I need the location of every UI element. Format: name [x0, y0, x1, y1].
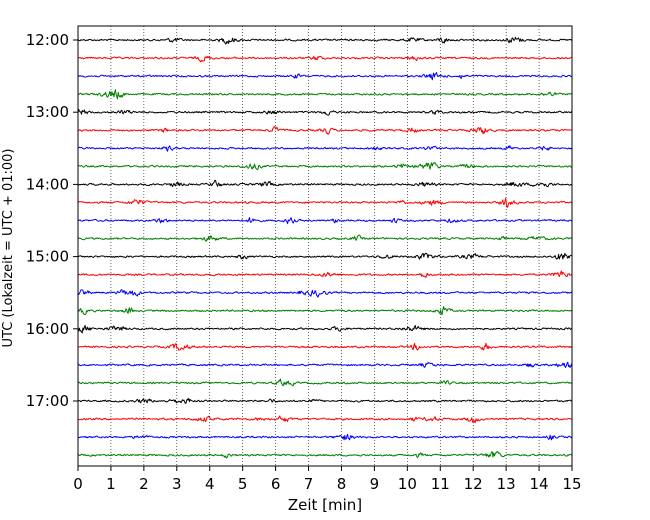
x-tick-label: 4	[205, 475, 215, 493]
trace-1700	[77, 397, 573, 404]
x-tick-label: 10	[398, 475, 417, 493]
x-axis-ticks: 0 1 2 3 4 5 6 7 8 9 10 11 12 13 14 15	[73, 466, 582, 493]
y-tick-label: 12:00	[26, 31, 69, 49]
x-tick-label: 3	[172, 475, 182, 493]
x-tick-label: 2	[139, 475, 149, 493]
trace-1515	[77, 270, 573, 279]
x-tick-label: 8	[337, 475, 347, 493]
x-tick-label: 14	[530, 475, 549, 493]
trace-1415	[77, 197, 573, 208]
trace-1745	[77, 450, 573, 459]
x-tick-label: 1	[106, 475, 116, 493]
trace-1445	[77, 234, 573, 242]
trace-1215	[77, 55, 573, 63]
y-tick-label: 13:00	[26, 103, 69, 121]
trace-1630	[77, 361, 573, 368]
x-tick-label: 6	[271, 475, 281, 493]
trace-1315	[77, 125, 573, 135]
trace-1430	[77, 217, 573, 225]
x-tick-label: 5	[238, 475, 248, 493]
trace-1345	[77, 162, 573, 171]
grid-lines	[110, 26, 540, 466]
x-tick-label: 9	[370, 475, 380, 493]
x-tick-label: 15	[562, 475, 581, 493]
y-tick-label: 17:00	[26, 392, 69, 410]
trace-1245	[77, 89, 573, 100]
seismic-traces	[77, 36, 573, 459]
trace-1600	[77, 324, 573, 334]
x-tick-label: 7	[304, 475, 314, 493]
trace-1615	[77, 342, 573, 351]
trace-1530	[77, 289, 573, 298]
plot-frame	[77, 25, 573, 467]
trace-1200	[77, 36, 573, 45]
trace-1730	[77, 433, 573, 441]
trace-1300	[77, 109, 573, 116]
trace-1645	[77, 378, 573, 387]
y-axis-label: UTC (Lokalzeit = UTC + 01:00)	[1, 149, 16, 348]
x-tick-label: 13	[497, 475, 516, 493]
trace-1400	[77, 179, 573, 188]
trace-1230	[77, 71, 573, 81]
trace-1545	[77, 306, 573, 316]
x-axis-label: Zeit [min]	[288, 496, 362, 514]
x-tick-label: 11	[431, 475, 450, 493]
trace-1500	[77, 252, 573, 260]
y-tick-label: 16:00	[26, 320, 69, 338]
trace-1330	[77, 145, 573, 152]
y-tick-label: 14:00	[26, 175, 69, 193]
x-tick-label: 0	[73, 475, 83, 493]
trace-1715	[77, 415, 573, 424]
x-tick-label: 12	[464, 475, 483, 493]
y-axis-ticks: 12:00 13:00 14:00 15:00 16:00 17:00	[26, 31, 78, 410]
y-tick-label: 15:00	[26, 248, 69, 266]
